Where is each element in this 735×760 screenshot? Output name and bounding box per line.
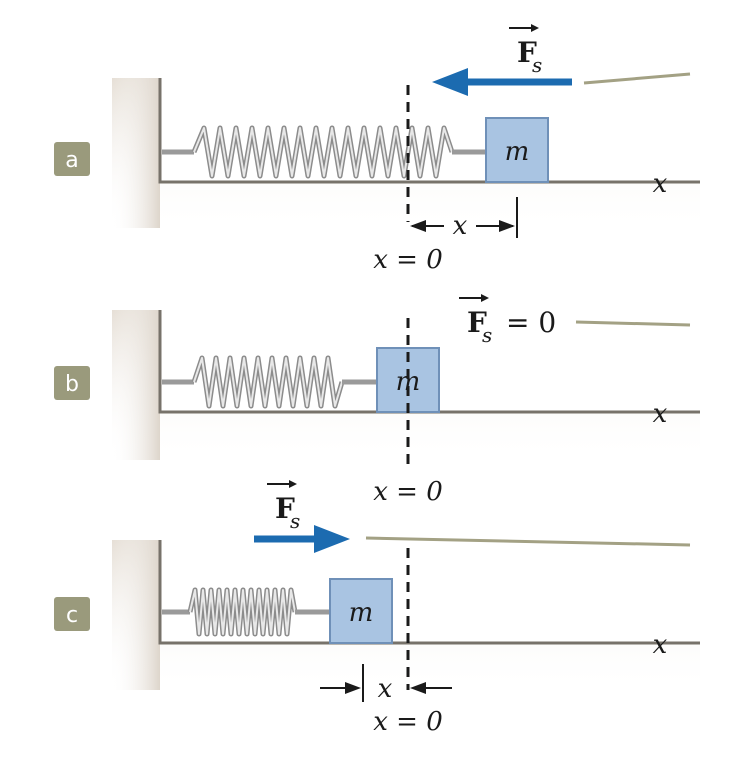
displacement-arrowhead-right (499, 220, 515, 232)
leader-line (365, 536, 691, 547)
mass-block (376, 347, 440, 413)
axis-label: x (653, 399, 668, 429)
leader-line (575, 320, 691, 327)
force-symbol: F (467, 306, 487, 339)
wall-shading (112, 310, 160, 460)
panel-label-badge (54, 366, 90, 400)
ground-shading (112, 540, 700, 693)
wall-shading (112, 540, 160, 690)
wall-shading (112, 78, 160, 228)
vector-arrowhead (289, 480, 297, 488)
origin-label: x = 0 (373, 707, 443, 737)
force-arrowhead (432, 68, 468, 96)
force-arrowhead (314, 525, 350, 553)
displacement-label: x (378, 674, 393, 704)
ground-shading (112, 310, 700, 462)
mass-block (329, 578, 393, 644)
displacement-arrowhead-right (345, 682, 361, 694)
vector-arrowhead (481, 294, 489, 302)
spring-coil-highlight (193, 357, 343, 407)
force-subscript: s (290, 509, 300, 533)
ground-shading (112, 78, 700, 232)
vector-arrowhead (531, 24, 539, 32)
force-subscript: s (532, 53, 542, 77)
leader-line (583, 72, 691, 85)
displacement-arrowhead-left (410, 682, 426, 694)
spring-coil-highlight (189, 589, 296, 635)
displacement-label: x (453, 211, 468, 241)
axis-label: x (653, 169, 668, 199)
force-symbol: F (275, 492, 295, 525)
force-suffix: = 0 (506, 306, 556, 339)
wall-and-floor (158, 540, 700, 645)
panel-c: m x x x = 0 F s c (54, 480, 700, 737)
axis-label: x (653, 630, 668, 660)
panel-label: c (66, 603, 78, 628)
panel-label-badge (54, 597, 90, 631)
panel-a: m x x x = 0 F s a (54, 24, 700, 275)
panel-label-badge (54, 142, 90, 176)
mass-block (485, 117, 549, 183)
wall-and-floor (158, 310, 700, 414)
force-subscript: s (482, 323, 492, 347)
mass-label: m (349, 598, 374, 628)
panel-label: a (65, 148, 78, 173)
origin-label: x = 0 (373, 245, 443, 275)
displacement-arrowhead-left (410, 220, 426, 232)
panel-label: b (65, 372, 79, 397)
origin-label: x = 0 (373, 477, 443, 507)
mass-label: m (505, 137, 530, 167)
panel-b: m x x = 0 F s = 0 b (54, 294, 700, 507)
force-symbol: F (517, 36, 537, 69)
